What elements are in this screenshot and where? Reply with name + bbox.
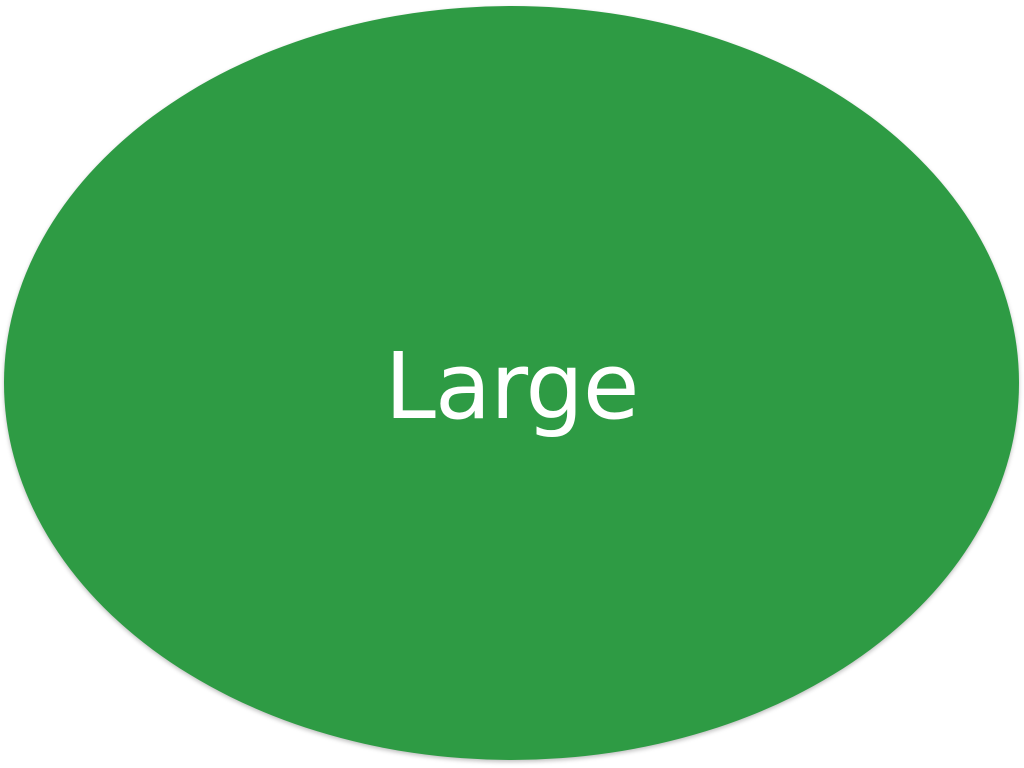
large-oval-shape: Large [4,6,1019,760]
oval-label: Large [384,333,640,440]
